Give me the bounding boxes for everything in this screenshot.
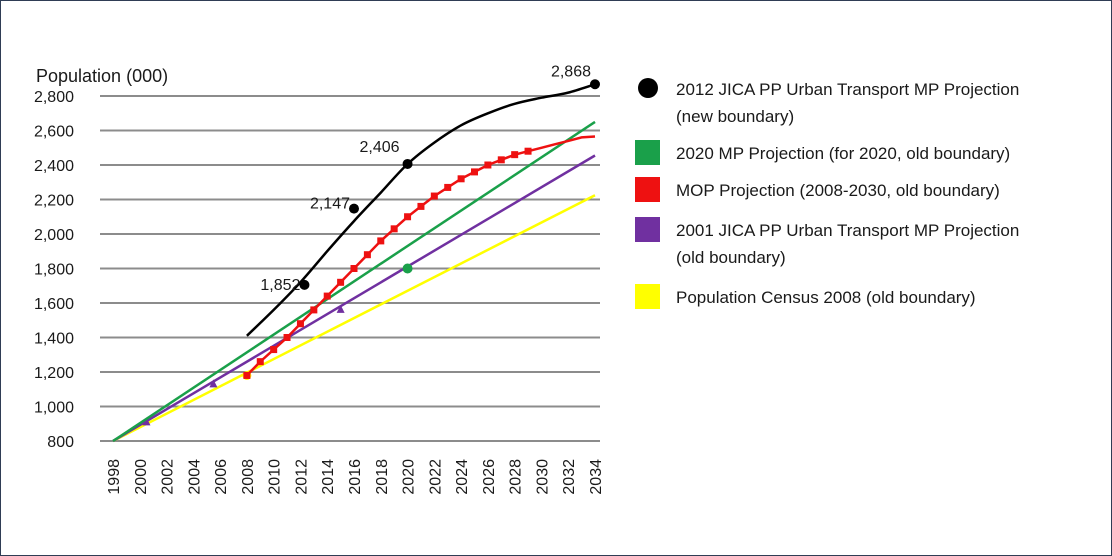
mop-marker-2025 [471,168,478,176]
legend-symbol-0 [638,78,658,98]
y-tick-2000: 2,000 [34,227,74,244]
x-tick-2030: 2030 [534,459,551,495]
mop-marker-2013 [310,306,318,314]
legend-symbol-3 [635,217,660,242]
legend-symbol-1 [635,140,660,165]
mop-marker-2014 [323,292,331,300]
mop-marker-2009 [256,358,264,366]
mop-marker-2016 [350,265,358,272]
jica2001-marker-1 [209,379,218,388]
x-tick-2014: 2014 [320,459,337,495]
legend-item-1: 2020 MP Projection (for 2020, old bounda… [635,140,1010,165]
mop-marker-2021 [417,202,425,210]
mop-marker-2028 [511,151,519,159]
data-label-1: 2,147 [310,196,350,213]
y-tick-labels: 800 1,000 1,200 1,400 1,600 1,800 2,000 2,200 2,… [34,89,74,451]
x-tick-2018: 2018 [374,459,391,495]
x-tick-2020: 2020 [401,459,418,495]
y-tick-1200: 1,200 [34,365,74,382]
y-tick-2200: 2,200 [34,193,74,210]
jica2001-marker-2 [336,304,345,313]
x-tick-2032: 2032 [561,459,578,495]
plot-area [112,79,600,443]
x-tick-2004: 2004 [186,459,203,495]
mop-marker-2010 [270,346,278,354]
jica2012-marker-0 [299,279,310,290]
jica2001-marker-0 [142,417,151,426]
series-census-line [112,194,596,443]
mop-marker-2017 [363,251,371,259]
x-tick-2012: 2012 [293,459,310,495]
x-tick-2026: 2026 [481,459,498,495]
data-label-0: 1,852 [260,277,300,294]
jica2012-marker-3 [590,79,600,90]
y-tick-2600: 2,600 [34,124,74,141]
mop-marker-2018 [377,237,385,245]
y-tick-1600: 1,600 [34,296,74,313]
series-2001-jica-line [112,154,596,443]
data-label-3: 2,868 [551,63,591,80]
legend-label-1: 2020 MP Projection (for 2020, old bounda… [676,144,1010,163]
legend-symbol-4 [635,284,660,309]
legend-label-2: MOP Projection (2008-2030, old boundary) [676,181,1000,200]
y-tick-1800: 1,800 [34,262,74,279]
x-tick-2000: 2000 [133,459,150,495]
x-tick-2028: 2028 [508,459,525,495]
mop-marker-2022 [430,192,438,200]
y-tick-800: 800 [47,434,74,451]
x-tick-1998: 1998 [106,459,123,495]
mop-marker-2015 [337,278,345,286]
x-tick-2016: 2016 [347,459,364,495]
mop-marker-2011 [283,334,291,341]
jica2012-marker-1 [349,203,359,214]
mop-marker-2023 [444,183,452,191]
x-tick-2008: 2008 [240,459,257,495]
x-tick-labels: 1998 2000 2002 2004 2006 2008 2010 2012 2014 2016… [106,459,605,495]
legend-label-0-line2: (new boundary) [676,107,794,126]
mop-marker-2029 [524,147,532,155]
data-labels: 1,852 2,147 2,406 2,868 [260,63,591,294]
legend-item-4: Population Census 2008 (old boundary) [635,284,976,309]
x-tick-2022: 2022 [427,459,444,495]
x-tick-2010: 2010 [267,459,284,495]
legend-item-0: 2012 JICA PP Urban Transport MP Projecti… [638,78,1019,126]
mop-marker-2008 [243,371,251,379]
legend-item-3: 2001 JICA PP Urban Transport MP Projecti… [635,217,1019,267]
series-mop-line [246,135,596,377]
x-tick-2002: 2002 [160,459,177,495]
mop-marker-2020 [404,213,412,221]
legend-item-2: MOP Projection (2008-2030, old boundary) [635,177,1000,202]
series-2020-mp-line [112,120,596,443]
data-label-2: 2,406 [360,139,400,156]
y-tick-1400: 1,400 [34,331,74,348]
legend-label-3: 2001 JICA PP Urban Transport MP Projecti… [676,221,1019,240]
x-tick-2034: 2034 [588,459,605,495]
mop-marker-2019 [390,225,398,233]
x-tick-2006: 2006 [213,459,230,495]
legend: 2012 JICA PP Urban Transport MP Projecti… [635,78,1019,309]
mop-marker-2024 [457,175,465,183]
mp2020-marker-0 [402,263,413,274]
series-2012-jica-line [246,83,596,337]
mop-marker-2026 [484,161,492,169]
legend-label-0: 2012 JICA PP Urban Transport MP Projecti… [676,80,1019,99]
y-tick-1000: 1,000 [34,400,74,417]
legend-label-4: Population Census 2008 (old boundary) [676,288,976,307]
jica2012-marker-2 [402,158,413,169]
y-axis-title: Population (000) [36,66,168,86]
y-tick-2800: 2,800 [34,89,74,106]
mop-marker-2027 [497,156,505,164]
legend-label-3-line2: (old boundary) [676,248,786,267]
x-tick-2024: 2024 [454,459,471,495]
legend-symbol-2 [635,177,660,202]
mop-marker-2012 [296,320,304,328]
y-tick-2400: 2,400 [34,158,74,175]
